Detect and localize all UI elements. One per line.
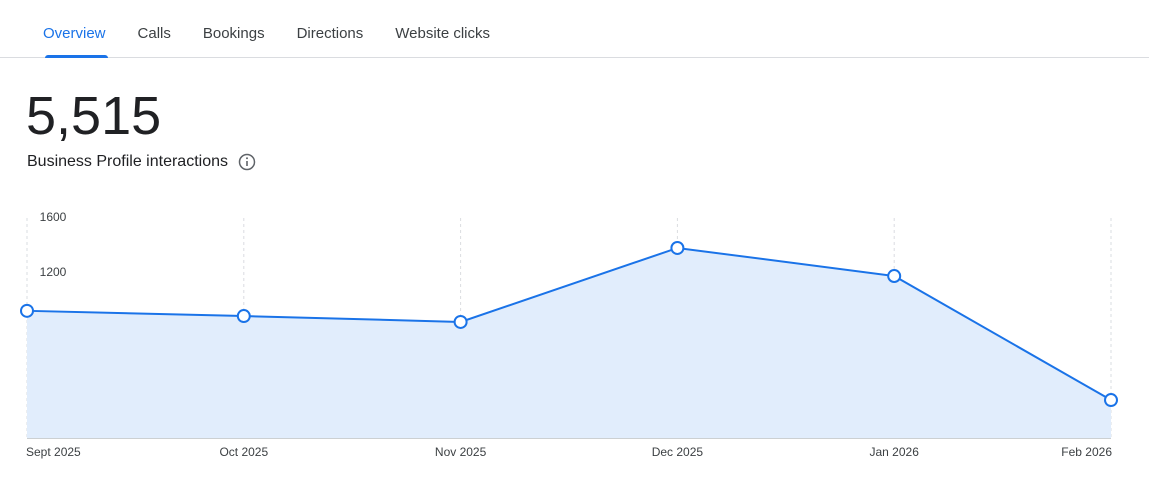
point	[670, 240, 685, 255]
x-tick-label: Jan 2026	[870, 445, 920, 459]
info-icon[interactable]	[238, 153, 256, 171]
point	[236, 309, 251, 324]
y-tick-pill	[35, 207, 72, 229]
y-tick-label: 1200	[40, 265, 67, 279]
tab[interactable]: Directions	[296, 25, 364, 42]
tab[interactable]: Website clicks	[395, 25, 491, 42]
x-tick-label: Feb 2026	[1061, 445, 1112, 459]
x-tick-label: Dec 2025	[652, 445, 704, 459]
x-tick-label: Sept 2025	[26, 445, 81, 459]
line	[26, 246, 1112, 401]
point	[20, 303, 34, 318]
x-tick-label: Oct 2025	[219, 445, 268, 459]
area	[27, 247, 1111, 438]
point	[453, 314, 468, 329]
tab[interactable]: Calls	[137, 25, 171, 42]
tab[interactable]: Overview	[27, 0, 122, 58]
total-label-row: Business Profile interactions	[27, 152, 256, 172]
total: 5,515	[26, 86, 162, 146]
tab[interactable]: Bookings	[202, 25, 265, 42]
tab-bar: Overview Calls Bookings Directions Websi…	[0, 0, 1149, 58]
y-tick-pill	[35, 262, 72, 284]
total-label: Business Profile interactions	[27, 153, 228, 170]
point	[887, 269, 902, 284]
x-tick-label: Nov 2025	[435, 445, 487, 459]
point	[1104, 393, 1118, 408]
y-tick-label: 1600	[40, 210, 67, 224]
